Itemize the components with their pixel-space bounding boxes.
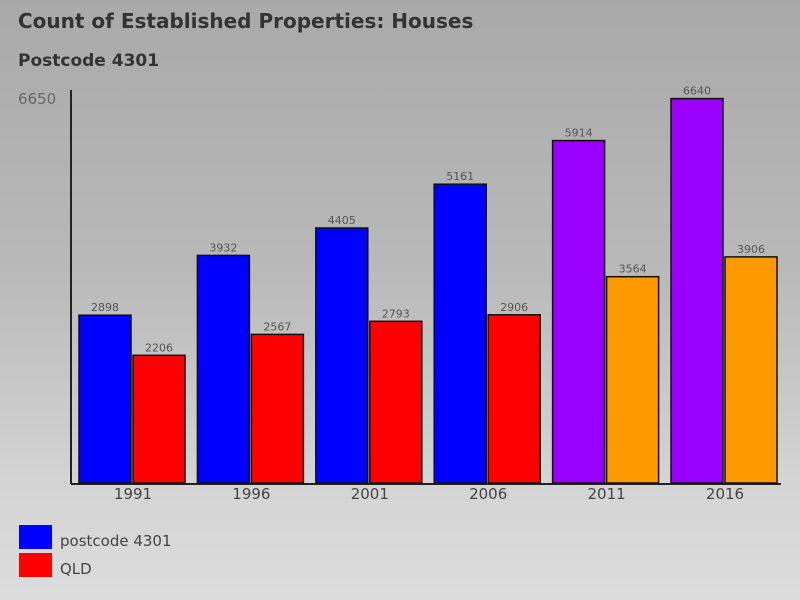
bar-qld-1991 [132, 354, 186, 484]
data-label-qld-2016: 3906 [737, 243, 765, 256]
x-tick-label-2001: 2001 [351, 485, 389, 503]
bar-postcode-1996 [196, 254, 251, 484]
legend-swatch-postcode [19, 525, 52, 549]
bar-qld-2001 [369, 320, 423, 484]
chart-subtitle: Postcode 4301 [18, 51, 160, 71]
data-label-postcode-1996: 3932 [209, 241, 237, 254]
data-label-postcode-2001: 4405 [328, 214, 356, 227]
bar-qld-2011 [605, 275, 660, 484]
bar-postcode-2006 [433, 183, 487, 484]
data-label-qld-2006: 2906 [500, 301, 528, 314]
x-tick-label-2016: 2016 [706, 485, 744, 503]
bar-postcode-2011 [551, 139, 606, 484]
data-label-postcode-2011: 5914 [565, 127, 593, 140]
data-label-postcode-1991: 2898 [91, 301, 119, 314]
bar-postcode-1991 [78, 314, 132, 484]
x-tick-label-2006: 2006 [469, 485, 507, 503]
data-label-postcode-2016: 6640 [683, 85, 711, 98]
bars-group: 2898 2206 1991 3932 2567 1996 4405 2793 2001 5161… [78, 85, 778, 503]
legend-label-qld: QLD [60, 560, 92, 578]
bar-qld-1996 [250, 333, 305, 484]
bar-qld-2016 [724, 256, 778, 484]
data-label-postcode-2006: 5161 [446, 170, 474, 183]
data-label-qld-2011: 3564 [619, 263, 647, 276]
legend-label-postcode: postcode 4301 [60, 532, 172, 550]
bar-qld-2006 [487, 314, 541, 484]
x-tick-label-2011: 2011 [588, 485, 626, 503]
legend-swatch-qld [19, 553, 52, 577]
bar-postcode-2001 [315, 227, 369, 484]
data-label-qld-1991: 2206 [145, 341, 173, 354]
x-tick-label-1991: 1991 [114, 485, 152, 503]
legend: postcode 4301 QLD [19, 524, 172, 580]
data-label-qld-2001: 2793 [382, 307, 410, 320]
bar-postcode-2016 [670, 97, 724, 484]
chart-title: Count of Established Properties: Houses [18, 9, 474, 33]
y-axis-max-tick-label: 6650 [18, 90, 56, 108]
legend-item-postcode: postcode 4301 [19, 524, 172, 550]
data-label-qld-1996: 2567 [263, 320, 291, 333]
legend-item-qld: QLD [19, 552, 172, 578]
x-tick-label-1996: 1996 [232, 485, 270, 503]
